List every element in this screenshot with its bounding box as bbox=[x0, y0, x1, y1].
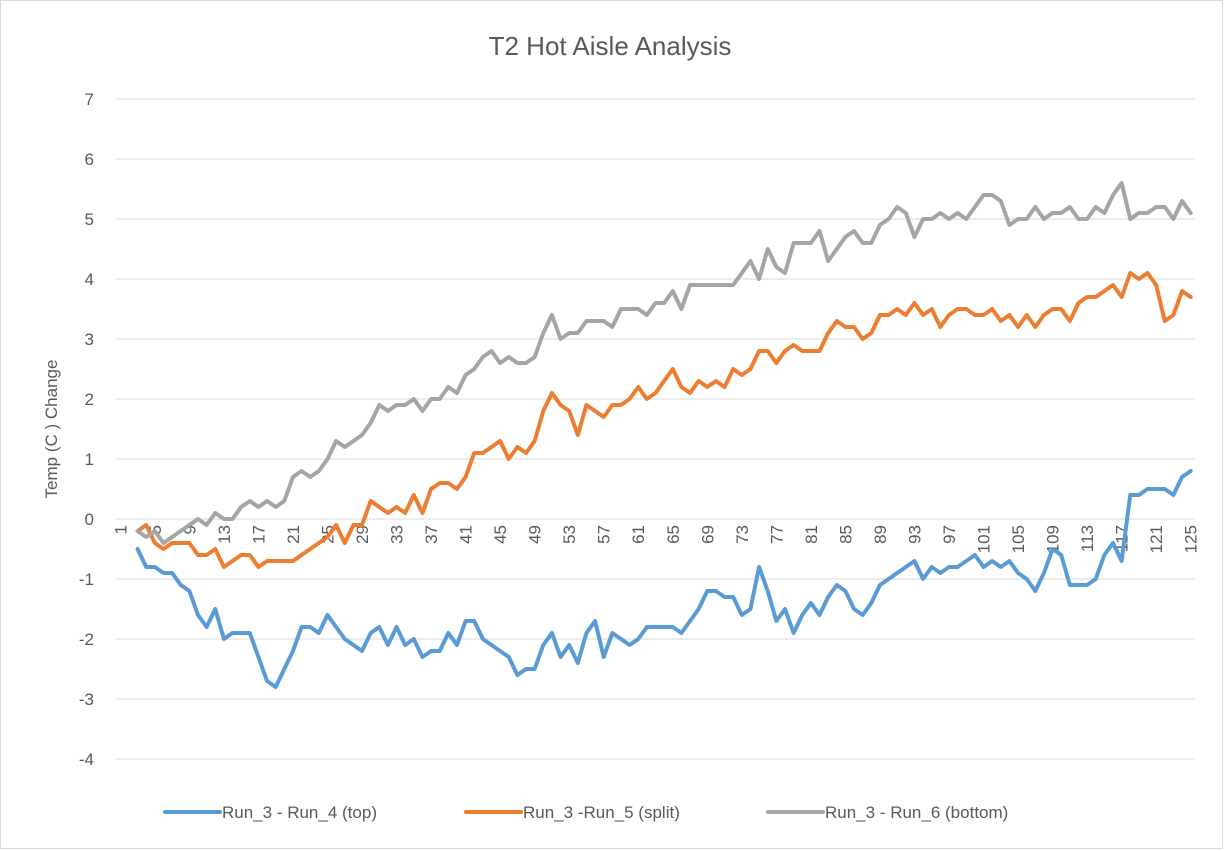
x-tick-label: 81 bbox=[802, 525, 821, 544]
x-tick-label: 41 bbox=[457, 525, 476, 544]
x-tick-label: 93 bbox=[905, 525, 924, 544]
legend-label: Run_3 - Run_4 (top) bbox=[222, 803, 377, 822]
y-tick-label: 0 bbox=[85, 510, 94, 529]
x-tick-label: 77 bbox=[767, 525, 786, 544]
x-tick-label: 33 bbox=[388, 525, 407, 544]
x-tick-label: 69 bbox=[698, 525, 717, 544]
x-tick-label: 125 bbox=[1182, 525, 1201, 553]
x-tick-label: 53 bbox=[560, 525, 579, 544]
x-tick-label: 101 bbox=[975, 525, 994, 553]
x-tick-label: 61 bbox=[629, 525, 648, 544]
y-tick-label: 2 bbox=[85, 390, 94, 409]
x-tick-label: 9 bbox=[180, 525, 199, 534]
x-tick-label: 97 bbox=[940, 525, 959, 544]
x-tick-label: 21 bbox=[284, 525, 303, 544]
x-tick-label: 13 bbox=[215, 525, 234, 544]
x-tick-label: 49 bbox=[526, 525, 545, 544]
x-tick-label: 65 bbox=[664, 525, 683, 544]
chart-title: T2 Hot Aisle Analysis bbox=[489, 31, 732, 61]
y-tick-label: 3 bbox=[85, 330, 94, 349]
legend-label: Run_3 -Run_5 (split) bbox=[523, 803, 680, 822]
x-tick-label: 73 bbox=[733, 525, 752, 544]
y-tick-label: 6 bbox=[85, 150, 94, 169]
y-tick-label: 1 bbox=[85, 450, 94, 469]
line-series bbox=[135, 469, 1193, 689]
x-tick-label: 121 bbox=[1147, 525, 1166, 553]
y-tick-label: 7 bbox=[85, 90, 94, 109]
x-tick-label: 57 bbox=[595, 525, 614, 544]
y-tick-label: -2 bbox=[79, 630, 94, 649]
line-series bbox=[135, 271, 1193, 569]
x-tick-label: 113 bbox=[1078, 525, 1097, 552]
x-tick-label: 29 bbox=[353, 525, 372, 544]
x-tick-label: 89 bbox=[871, 525, 890, 544]
line-series bbox=[135, 181, 1193, 545]
x-tick-label: 37 bbox=[422, 525, 441, 544]
y-tick-label: 5 bbox=[85, 210, 94, 229]
y-tick-label: -1 bbox=[79, 570, 94, 589]
legend-label: Run_3 - Run_6 (bottom) bbox=[825, 803, 1008, 822]
y-tick-label: -3 bbox=[79, 690, 94, 709]
x-tick-label: 105 bbox=[1009, 525, 1028, 553]
x-tick-label: 109 bbox=[1044, 525, 1063, 553]
x-tick-label: 45 bbox=[491, 525, 510, 544]
x-tick-label: 1 bbox=[111, 525, 130, 534]
x-tick-label: 85 bbox=[836, 525, 855, 544]
x-tick-label: 17 bbox=[249, 525, 268, 544]
y-tick-label: 4 bbox=[85, 270, 94, 289]
y-axis-label: Temp (C ) Change bbox=[42, 360, 61, 499]
y-tick-label: -4 bbox=[79, 750, 94, 769]
